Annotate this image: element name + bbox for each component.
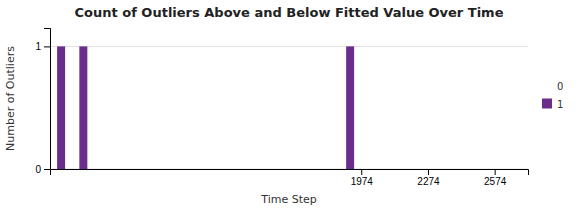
plot-area: 19742274257401 [35,29,528,188]
tick-label: 0 [35,164,41,175]
tick-mark [44,169,50,170]
tick: 1974 [351,169,374,187]
tick-mark [428,169,429,175]
grid [50,46,528,169]
tick-label: 2274 [417,176,440,187]
tick: 0 [35,164,50,175]
bar [346,46,354,169]
tick-mark [495,169,496,175]
tick: 1 [35,41,50,52]
legend-swatch [542,81,552,91]
tick: 2274 [417,169,440,187]
axis-line [51,170,529,176]
y-axis-title: Number of Outliers [4,46,17,151]
bar [79,46,87,169]
tick-label: 1974 [351,176,374,187]
grid-line [50,46,528,47]
title: Count of Outliers Above and Below Fitted… [75,5,504,20]
tick: 2574 [484,169,507,187]
legend: 01 [542,81,563,110]
tick-label: 2574 [484,176,507,187]
tick-label: 1 [35,41,41,52]
x-axis-title: Time Step [260,193,316,206]
chart: 19742274257401Count of Outliers Above an… [0,0,580,209]
axis-line [44,29,51,170]
x-axis: 1974 2274 2574 [51,169,529,187]
legend-item: 1 [542,99,563,110]
bar [57,46,65,169]
tick-mark [361,169,362,175]
legend-label: 1 [557,99,563,110]
legend-item: 0 [542,81,563,92]
legend-swatch [542,99,552,109]
marks [57,46,354,169]
y-axis: 01 [35,29,50,175]
legend-label: 0 [557,81,563,92]
tick-mark [44,46,50,47]
